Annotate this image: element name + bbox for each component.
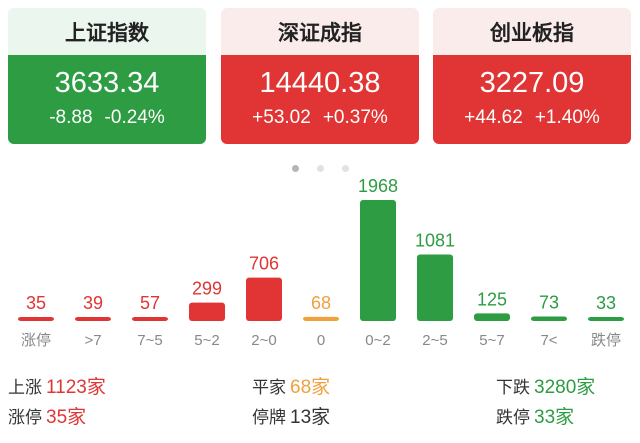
bar-value-label: 299 — [192, 279, 222, 299]
rise-stat: 上涨 1123家 — [8, 372, 106, 399]
chart-bar — [246, 277, 282, 321]
chart-bar — [588, 317, 624, 321]
category-label: 5~7 — [479, 332, 504, 349]
chart-bar — [132, 317, 168, 321]
index-price: 3633.34 — [54, 67, 160, 99]
bar-value-label: 39 — [83, 293, 103, 313]
carousel-dot[interactable] — [341, 165, 349, 172]
carousel-dot[interactable] — [291, 165, 299, 172]
chart-bar — [417, 254, 453, 321]
chart-bar — [75, 317, 111, 321]
chart-bar — [474, 313, 510, 321]
fall-value: 3280家 — [534, 377, 596, 398]
index-change: +44.62 — [464, 107, 523, 128]
index-card-shanghai[interactable]: 上证指数 3633.34 -8.88 -0.24% — [8, 8, 206, 144]
index-card-chinext[interactable]: 创业板指 3227.09 +44.62 +1.40% — [433, 8, 631, 144]
carousel-dot[interactable] — [316, 165, 324, 172]
index-name: 创业板指 — [433, 8, 631, 55]
index-change-pct: -0.24% — [104, 107, 165, 128]
bar-value-label: 125 — [477, 289, 507, 309]
chart-bar — [303, 316, 339, 321]
suspended-stat: 停牌 13家 — [252, 402, 330, 429]
bar-value-label: 1081 — [415, 231, 455, 251]
chart-bar — [531, 316, 567, 321]
category-label: 7< — [540, 332, 557, 349]
bar-value-label: 68 — [311, 293, 331, 313]
distribution-chart: 35 涨停 39 >7 57 7~5 299 5~2 706 2~0 68 0 1968 0~2 1081 2… — [18, 176, 624, 349]
chart-bar — [360, 200, 396, 321]
limit-up-stat: 涨停 35家 — [8, 402, 86, 429]
rise-value: 1123家 — [46, 377, 106, 398]
flat-label: 平家 — [252, 378, 286, 397]
limit-up-value: 35家 — [46, 407, 87, 428]
category-label: 2~5 — [422, 332, 447, 349]
fall-stat: 下跌 3280家 — [496, 372, 595, 399]
bar-value-label: 35 — [26, 293, 46, 313]
market-summary: 上涨 1123家 涨停 35家 平家 68家 停牌 13家 下跌 3280家 跌停 33家 — [0, 370, 640, 436]
index-change: -8.88 — [49, 107, 93, 128]
bar-value-label: 1968 — [358, 176, 398, 196]
bar-value-label: 33 — [596, 293, 616, 313]
category-label: 5~2 — [194, 332, 219, 349]
category-label: 7~5 — [137, 332, 162, 349]
rise-label: 上涨 — [8, 378, 42, 397]
category-label: >7 — [84, 332, 101, 349]
chart-bar — [18, 317, 54, 321]
bar-value-label: 706 — [249, 254, 279, 274]
limit-down-value: 33家 — [534, 407, 575, 428]
index-price: 14440.38 — [259, 67, 381, 99]
index-name: 上证指数 — [8, 8, 206, 55]
bar-value-label: 73 — [539, 293, 559, 313]
category-label: 涨停 — [21, 332, 51, 349]
bar-value-label: 57 — [140, 293, 160, 313]
index-card-shenzhen[interactable]: 深证成指 14440.38 +53.02 +0.37% — [221, 8, 419, 144]
index-price: 3227.09 — [479, 67, 585, 99]
suspended-value: 13家 — [290, 407, 331, 428]
category-label: 0~2 — [365, 332, 390, 349]
category-label: 2~0 — [251, 332, 276, 349]
category-label: 跌停 — [591, 332, 621, 349]
category-label: 0 — [317, 332, 325, 349]
index-name: 深证成指 — [221, 8, 419, 55]
index-change: +53.02 — [252, 107, 311, 128]
limit-up-label: 涨停 — [8, 408, 42, 427]
limit-down-stat: 跌停 33家 — [496, 402, 574, 429]
fall-label: 下跌 — [496, 378, 530, 397]
index-change-pct: +1.40% — [534, 107, 600, 128]
chart-bar — [189, 302, 225, 321]
flat-stat: 平家 68家 — [252, 372, 330, 399]
index-change-pct: +0.37% — [322, 107, 388, 128]
limit-down-label: 跌停 — [496, 408, 530, 427]
carousel-indicator[interactable] — [0, 157, 640, 176]
suspended-label: 停牌 — [252, 408, 286, 427]
flat-value: 68家 — [290, 377, 331, 398]
